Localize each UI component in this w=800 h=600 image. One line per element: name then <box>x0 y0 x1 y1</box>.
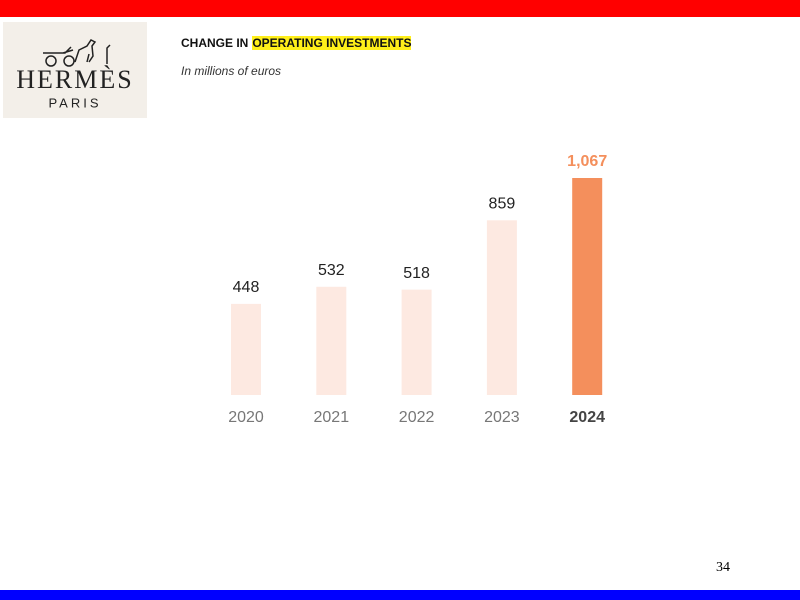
top-band <box>0 0 800 17</box>
x-tick-label: 2022 <box>399 409 435 426</box>
value-label: 1,067 <box>567 153 607 170</box>
x-tick-label: 2024 <box>569 409 605 426</box>
page-number: 34 <box>716 560 730 575</box>
x-tick-label: 2021 <box>314 409 350 426</box>
title-lead: CHANGE IN <box>181 36 249 50</box>
carriage-icon <box>43 39 111 67</box>
x-tick-label: 2023 <box>484 409 520 426</box>
value-label: 518 <box>403 265 430 282</box>
logo-brand: HERMÈS <box>16 65 133 94</box>
value-label: 859 <box>489 196 516 213</box>
logo: HERMÈS PARIS <box>3 22 147 118</box>
title-highlight: OPERATING INVESTMENTS <box>252 36 412 50</box>
bottom-band <box>0 590 800 600</box>
bar <box>486 220 517 395</box>
x-tick-label: 2020 <box>228 409 264 426</box>
value-label: 532 <box>318 262 345 279</box>
logo-city: PARIS <box>48 95 101 110</box>
logo-graphic: HERMÈS PARIS <box>16 39 133 110</box>
chart-title: CHANGE IN OPERATING INVESTMENTS <box>181 36 412 50</box>
chart-subtitle: In millions of euros <box>181 64 282 78</box>
bar <box>316 286 347 395</box>
bar <box>572 178 603 395</box>
value-label: 448 <box>233 279 260 296</box>
bar <box>401 289 432 395</box>
bar <box>231 303 261 395</box>
